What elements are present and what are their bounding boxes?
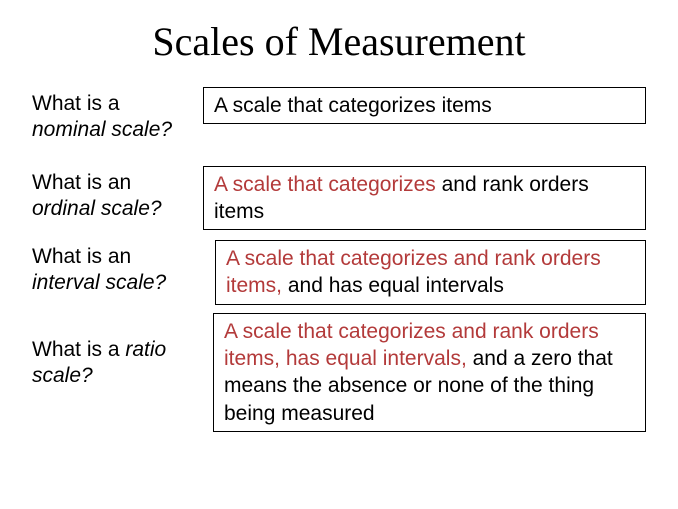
question-term: interval scale? <box>32 271 166 294</box>
slide: Scales of Measurement What is a nominal … <box>0 0 678 509</box>
question-term: nominal scale? <box>32 118 172 141</box>
row-interval: What is an interval scale? A scale that … <box>32 240 646 305</box>
answer-interval: A scale that categorizes and rank orders… <box>215 240 646 305</box>
question-ordinal: What is an ordinal scale? <box>32 166 203 223</box>
answer-ordinal: A scale that categorizes and rank orders… <box>203 166 646 231</box>
answer-text: A scale that categorizes items <box>214 94 492 117</box>
row-ratio: What is a ratio scale? A scale that cate… <box>32 313 646 432</box>
row-nominal: What is a nominal scale? A scale that ca… <box>32 87 646 144</box>
question-lead: What is a <box>32 338 125 361</box>
question-interval: What is an interval scale? <box>32 240 203 297</box>
answer-nominal: A scale that categorizes items <box>203 87 646 124</box>
question-lead: What is an <box>32 245 131 268</box>
question-term: ordinal scale? <box>32 197 162 220</box>
slide-title: Scales of Measurement <box>32 18 646 65</box>
answer-ratio: A scale that categorizes and rank orders… <box>213 313 646 432</box>
answer-highlight: A scale that categorizes <box>214 173 436 196</box>
question-lead: What is a <box>32 92 120 115</box>
question-nominal: What is a nominal scale? <box>32 87 203 144</box>
question-lead: What is an <box>32 171 131 194</box>
answer-text: and has equal intervals <box>282 274 504 297</box>
row-ordinal: What is an ordinal scale? A scale that c… <box>32 166 646 231</box>
question-ratio: What is a ratio scale? <box>32 313 203 390</box>
